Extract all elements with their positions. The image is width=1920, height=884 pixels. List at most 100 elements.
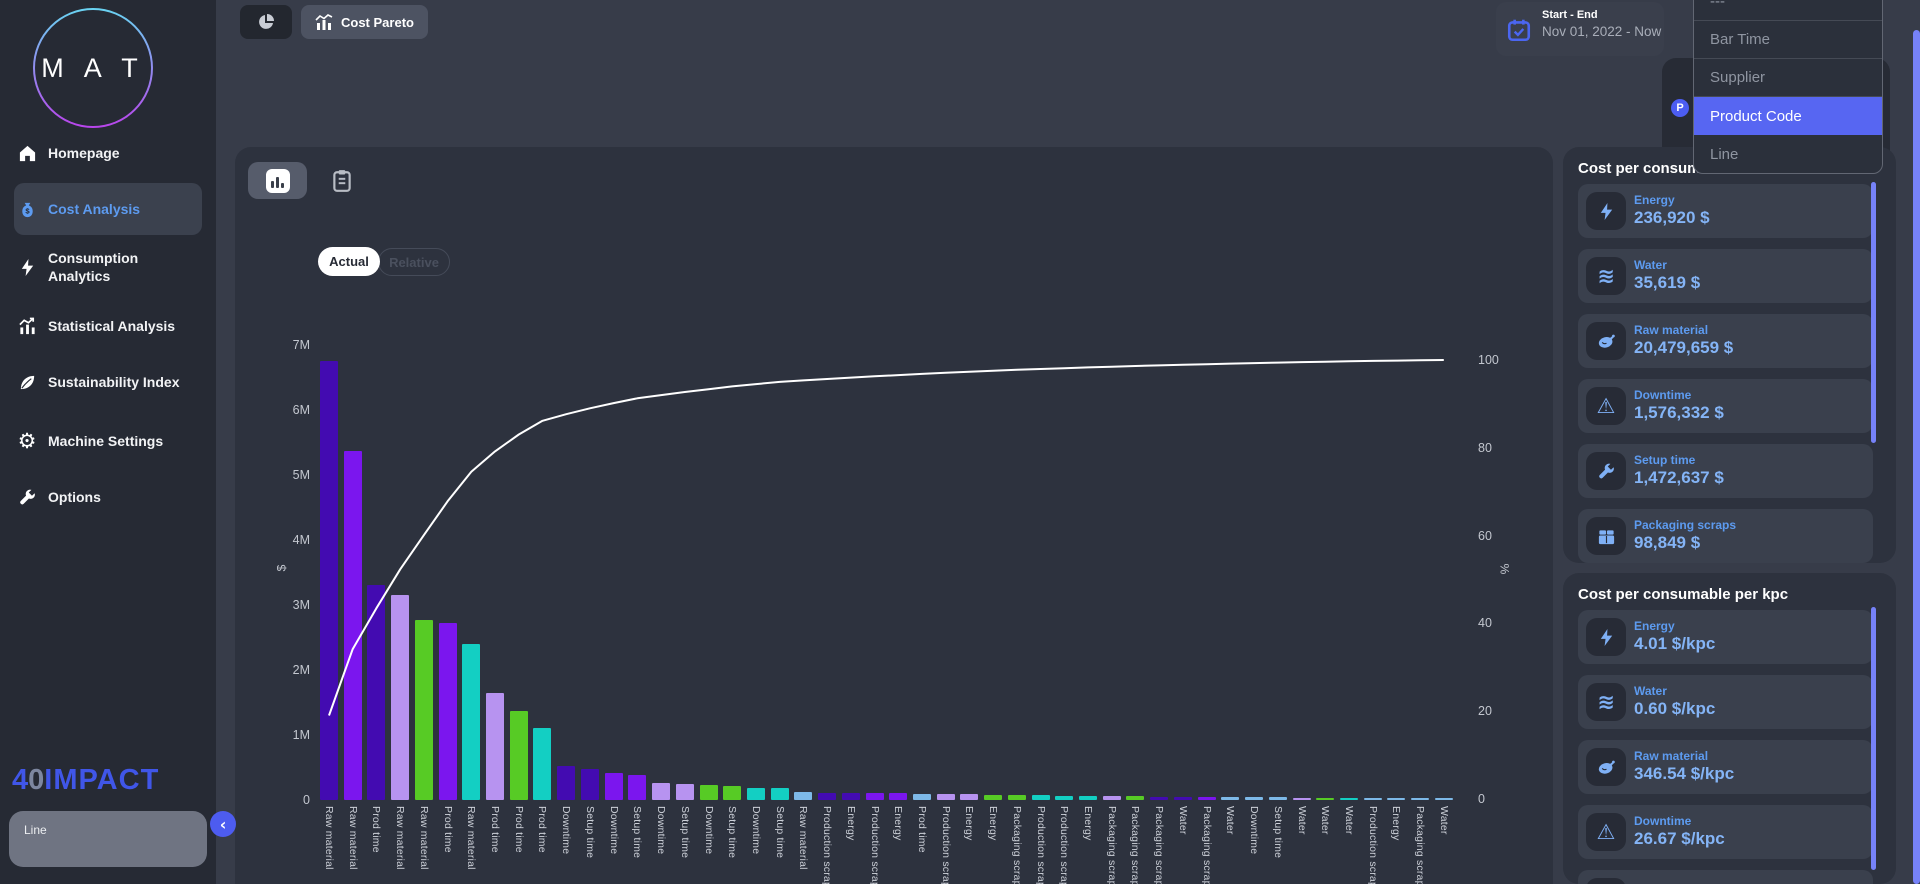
tab-cost-pareto[interactable]: Cost Pareto bbox=[301, 5, 428, 39]
home-icon bbox=[17, 143, 37, 163]
x-axis-label: Water bbox=[1438, 806, 1450, 835]
pareto-bar[interactable] bbox=[462, 644, 480, 800]
pareto-bar[interactable] bbox=[1340, 798, 1358, 800]
pareto-bar[interactable] bbox=[557, 766, 575, 800]
pareto-bar[interactable] bbox=[723, 786, 741, 800]
pareto-bar[interactable] bbox=[771, 788, 789, 800]
pareto-bar[interactable] bbox=[794, 792, 812, 800]
pareto-bar[interactable] bbox=[1150, 797, 1168, 800]
pareto-bar[interactable] bbox=[367, 585, 385, 800]
pareto-bar[interactable] bbox=[1387, 798, 1405, 800]
dropdown-option-supplier[interactable]: Supplier bbox=[1694, 59, 1882, 97]
pareto-bar[interactable] bbox=[1221, 797, 1239, 800]
consumable-card-partial[interactable] bbox=[1578, 870, 1873, 884]
pareto-bar[interactable] bbox=[1055, 796, 1073, 800]
dropdown-option----[interactable]: --- bbox=[1694, 0, 1882, 21]
consumable-card-energy[interactable]: Energy 236,920 $ bbox=[1578, 184, 1873, 238]
consumable-card-downtime[interactable]: ⚠ Downtime 26.67 $/kpc bbox=[1578, 805, 1873, 859]
consumable-card-raw-material[interactable]: Raw material 20,479,659 $ bbox=[1578, 314, 1873, 368]
page-scrollbar[interactable] bbox=[1913, 30, 1920, 884]
pareto-bar[interactable] bbox=[913, 794, 931, 800]
x-axis-label: Energy bbox=[845, 806, 857, 841]
pareto-bar[interactable] bbox=[700, 785, 718, 800]
pareto-bar[interactable] bbox=[605, 773, 623, 800]
pareto-bar[interactable] bbox=[1245, 797, 1263, 800]
pareto-bar[interactable] bbox=[818, 793, 836, 800]
relative-toggle-button[interactable]: Relative bbox=[378, 248, 450, 276]
pareto-bar[interactable] bbox=[1269, 797, 1287, 800]
pareto-bar[interactable] bbox=[439, 623, 457, 800]
pareto-bar[interactable] bbox=[1293, 798, 1311, 800]
pareto-bar[interactable] bbox=[1079, 796, 1097, 800]
pareto-bar[interactable] bbox=[747, 788, 765, 800]
consumable-card-downtime[interactable]: ⚠ Downtime 1,576,332 $ bbox=[1578, 379, 1873, 433]
x-axis-label: Prod time bbox=[489, 806, 501, 853]
pareto-bar[interactable] bbox=[1364, 798, 1382, 800]
pareto-bar[interactable] bbox=[415, 620, 433, 800]
consumable-card-packaging-scraps[interactable]: Packaging scraps 98,849 $ bbox=[1578, 509, 1873, 563]
pareto-bar[interactable] bbox=[344, 451, 362, 800]
sidebar-item-options[interactable]: Options bbox=[0, 477, 216, 517]
pareto-bar[interactable] bbox=[1411, 798, 1429, 800]
consumable-card-water[interactable]: ≋ Water 0.60 $/kpc bbox=[1578, 675, 1873, 729]
pareto-bar[interactable] bbox=[1008, 795, 1026, 800]
pareto-bar[interactable] bbox=[391, 595, 409, 800]
card-icon-box bbox=[1586, 452, 1626, 490]
pareto-bar[interactable] bbox=[486, 693, 504, 800]
sidebar-item-machine-settings[interactable]: ⚙ Machine Settings bbox=[0, 421, 216, 461]
card-icon-box: ⚠ bbox=[1586, 813, 1626, 851]
group-by-dropdown: --- Bar Time Supplier Product Code Line bbox=[1693, 0, 1883, 174]
consumable-card-water[interactable]: ≋ Water 35,619 $ bbox=[1578, 249, 1873, 303]
dropdown-option-line[interactable]: Line bbox=[1710, 145, 1739, 163]
consumable-card-energy[interactable]: Energy 4.01 $/kpc bbox=[1578, 610, 1873, 664]
pareto-bar[interactable] bbox=[866, 793, 884, 800]
pareto-bar[interactable] bbox=[1103, 796, 1121, 800]
sidebar-collapse-button[interactable]: ‹ bbox=[210, 811, 236, 837]
actual-toggle-button[interactable]: Actual bbox=[318, 247, 380, 276]
pareto-bar[interactable] bbox=[676, 784, 694, 800]
pareto-bar[interactable] bbox=[1126, 796, 1144, 800]
consumable-card-setup-time[interactable]: Setup time 1,472,637 $ bbox=[1578, 444, 1873, 498]
consumable-card-raw-material[interactable]: Raw material 346.54 $/kpc bbox=[1578, 740, 1873, 794]
pareto-bar[interactable] bbox=[533, 728, 551, 800]
card-icon-box bbox=[1586, 748, 1626, 786]
pie-chart-view-button[interactable] bbox=[240, 5, 292, 39]
dropdown-option-bar-time[interactable]: Bar Time bbox=[1694, 21, 1882, 59]
sidebar-item-consumption-analytics[interactable]: Consumption Analytics bbox=[0, 247, 216, 287]
pareto-bar[interactable] bbox=[984, 795, 1002, 800]
pareto-bar[interactable] bbox=[937, 794, 955, 800]
pareto-bar[interactable] bbox=[510, 711, 528, 800]
pareto-bar[interactable] bbox=[1316, 798, 1334, 800]
x-axis-label: Setup time bbox=[584, 806, 596, 859]
pareto-bar[interactable] bbox=[1435, 798, 1453, 800]
panel-1-scrollbar[interactable] bbox=[1871, 182, 1876, 443]
dropdown-option-product-code[interactable]: Product Code bbox=[1694, 97, 1882, 135]
pareto-bar[interactable] bbox=[889, 793, 907, 800]
sidebar-item-sustainability-index[interactable]: Sustainability Index bbox=[0, 362, 216, 402]
pareto-bar[interactable] bbox=[581, 769, 599, 800]
x-axis-label: Energy bbox=[987, 806, 999, 841]
panel-2-scrollbar[interactable] bbox=[1871, 607, 1876, 870]
warning-icon: ⚠ bbox=[1596, 820, 1616, 844]
sidebar-item-homepage[interactable]: Homepage bbox=[0, 133, 216, 173]
sidebar-item-cost-analysis[interactable]: $ Cost Analysis bbox=[0, 189, 216, 229]
pareto-bar[interactable] bbox=[842, 793, 860, 800]
table-view-toggle-button[interactable] bbox=[322, 165, 362, 197]
pareto-bar[interactable] bbox=[1174, 797, 1192, 800]
chart-view-toggle-button[interactable] bbox=[248, 162, 307, 199]
raw-material-icon bbox=[1597, 758, 1616, 777]
date-range-picker[interactable]: Start - End Nov 01, 2022 - Now bbox=[1496, 2, 1664, 56]
pareto-bar[interactable] bbox=[1198, 797, 1216, 800]
x-axis-label: Energy bbox=[892, 806, 904, 841]
pareto-bar[interactable] bbox=[960, 794, 978, 800]
pareto-bar[interactable] bbox=[652, 783, 670, 800]
x-axis-label: Production scraps bbox=[1367, 806, 1379, 884]
card-icon-box bbox=[1586, 322, 1626, 360]
card-icon-box bbox=[1586, 192, 1626, 230]
sidebar-item-statistical-analysis[interactable]: Statistical Analysis bbox=[0, 306, 216, 346]
line-filter-input[interactable]: Line bbox=[9, 811, 207, 867]
pareto-bar[interactable] bbox=[1032, 795, 1050, 800]
pareto-bar[interactable] bbox=[320, 361, 338, 800]
pareto-bar[interactable] bbox=[628, 775, 646, 800]
